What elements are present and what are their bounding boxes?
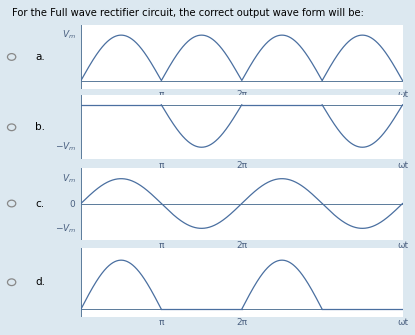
Text: For the Full wave rectifier circuit, the correct output wave form will be:: For the Full wave rectifier circuit, the…: [12, 8, 364, 18]
Text: $-V_m$: $-V_m$: [55, 222, 76, 234]
Text: $V_m$: $V_m$: [62, 173, 76, 185]
Text: $0$: $0$: [69, 198, 76, 209]
Text: $-V_m$: $-V_m$: [55, 141, 76, 153]
Text: b.: b.: [35, 122, 45, 132]
Text: d.: d.: [35, 277, 45, 287]
Text: c.: c.: [35, 199, 44, 208]
Text: $V_m$: $V_m$: [62, 29, 76, 42]
Text: a.: a.: [35, 52, 45, 62]
